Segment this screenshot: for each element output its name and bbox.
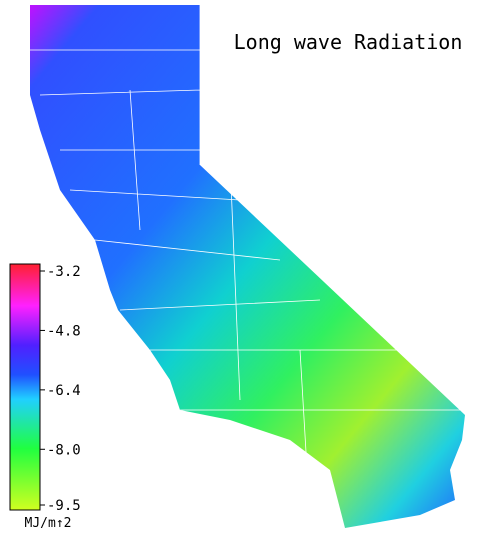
colorbar-tick-label: -3.2	[47, 264, 81, 280]
colorbar-tick-label: -6.4	[47, 383, 81, 399]
colorbar-tick-label: -9.5	[47, 498, 81, 514]
colorbar-unit: MJ/m↑2	[25, 516, 72, 531]
map-title: Long wave Radiation	[234, 30, 463, 54]
county-lines	[30, 5, 460, 521]
california-map	[30, 5, 465, 528]
colorbar-tick-label: -4.8	[47, 323, 81, 339]
colorbar	[9, 263, 41, 511]
colorbar-tick-label: -8.0	[47, 442, 81, 458]
